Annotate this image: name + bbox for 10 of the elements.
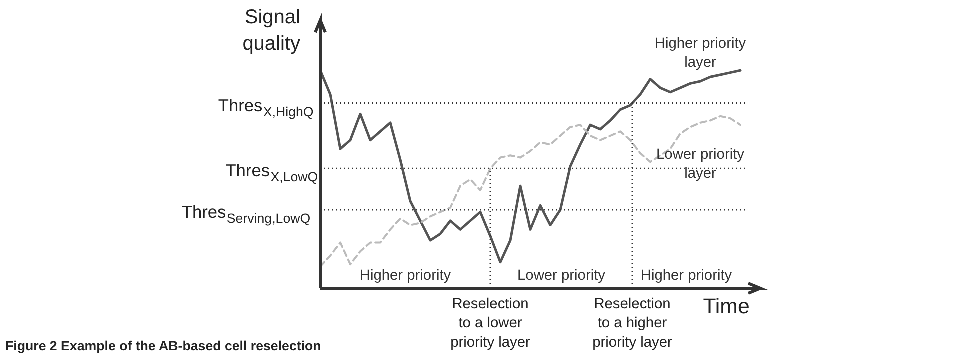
text: Reselection to a lower priority layer (450, 296, 531, 351)
annotation: Lower priority (518, 268, 606, 284)
text: Reselection to a higher priority layer (592, 296, 673, 351)
y-axis-title: Signal quality (242, 6, 301, 55)
series-label: Lower priority layer (656, 146, 746, 182)
annotation: Higher priority (360, 268, 452, 284)
caption: Figure 2 Example of the AB-based cell reselection (6, 338, 322, 354)
series-label: Higher priority layer (654, 36, 747, 71)
x-axis-title: Time (703, 294, 750, 318)
annotation: Higher priority (640, 268, 733, 284)
